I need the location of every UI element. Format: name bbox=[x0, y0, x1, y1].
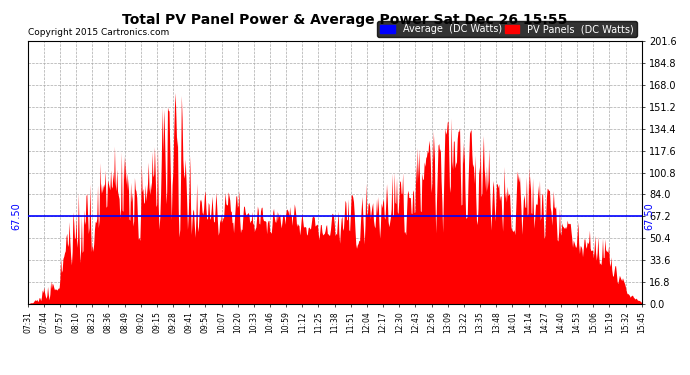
Text: 67.50: 67.50 bbox=[12, 202, 21, 230]
Text: 67.50: 67.50 bbox=[644, 202, 655, 230]
Text: Copyright 2015 Cartronics.com: Copyright 2015 Cartronics.com bbox=[28, 28, 169, 38]
Text: Total PV Panel Power & Average Power Sat Dec 26 15:55: Total PV Panel Power & Average Power Sat… bbox=[122, 13, 568, 27]
Legend: Average  (DC Watts), PV Panels  (DC Watts): Average (DC Watts), PV Panels (DC Watts) bbox=[377, 21, 637, 37]
